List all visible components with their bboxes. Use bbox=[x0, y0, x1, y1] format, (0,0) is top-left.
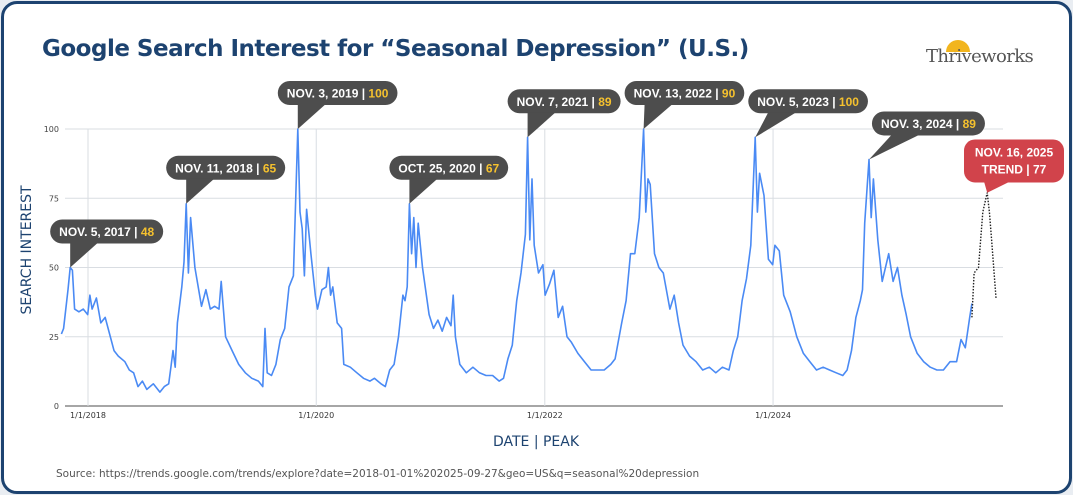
x-tick-label: 1/1/2018 bbox=[70, 411, 106, 420]
callout-box bbox=[50, 219, 164, 244]
callout-peak-value: 89 bbox=[598, 95, 612, 109]
trend-callout-date: NOV. 16, 2025 bbox=[975, 145, 1054, 159]
callout-peak-value: 90 bbox=[722, 87, 736, 101]
callout-text: NOV. 3, 2024 | 89 bbox=[881, 117, 976, 131]
callout-date: NOV. 7, 2021 | bbox=[517, 95, 599, 109]
callout-box bbox=[624, 81, 745, 105]
callout-pointer bbox=[70, 242, 99, 268]
y-tick-label: 50 bbox=[49, 264, 59, 273]
callout-peak-value: 100 bbox=[368, 87, 388, 101]
callout-pointer bbox=[409, 178, 438, 204]
callout-peak-value: 100 bbox=[839, 95, 859, 109]
x-tick-label: 1/1/2024 bbox=[755, 411, 791, 420]
logo-text: Thriveworks bbox=[926, 46, 1034, 67]
peak-callout: NOV. 3, 2019 | 100 bbox=[277, 81, 398, 129]
callout-date: NOV. 11, 2018 | bbox=[175, 161, 263, 175]
peak-callout: NOV. 13, 2022 | 90 bbox=[624, 81, 745, 129]
callout-text: OCT. 25, 2020 | 67 bbox=[398, 161, 499, 175]
peak-callout: NOV. 5, 2017 | 48 bbox=[50, 219, 164, 268]
callout-text: NOV. 11, 2018 | 65 bbox=[175, 161, 276, 175]
y-tick-label: 75 bbox=[49, 194, 59, 203]
callout-pointer bbox=[527, 112, 556, 138]
callout-peak-value: 67 bbox=[486, 161, 500, 175]
peak-callout: NOV. 11, 2018 | 65 bbox=[166, 155, 286, 204]
trend-callout-pointer bbox=[984, 181, 1010, 193]
callout-box bbox=[507, 89, 621, 114]
sun-icon bbox=[946, 40, 970, 52]
y-tick-label: 25 bbox=[49, 333, 59, 342]
y-tick-label: 0 bbox=[54, 402, 59, 411]
x-axis-label: DATE | PEAK bbox=[493, 434, 580, 450]
source-note: Source: https://trends.google.com/trends… bbox=[56, 468, 700, 480]
callout-pointer bbox=[186, 178, 215, 204]
callout-box bbox=[166, 155, 286, 180]
peak-callout: NOV. 3, 2024 | 89 bbox=[869, 111, 985, 160]
callout-peak-value: 65 bbox=[263, 161, 277, 175]
chart-title: Google Search Interest for “Seasonal Dep… bbox=[42, 36, 749, 62]
callout-box bbox=[389, 155, 509, 180]
callout-text: NOV. 7, 2021 | 89 bbox=[517, 95, 612, 109]
callout-box bbox=[871, 111, 985, 136]
callout-pointer bbox=[643, 104, 673, 129]
peak-callout: OCT. 25, 2020 | 67 bbox=[389, 155, 509, 204]
callout-text: NOV. 3, 2019 | 100 bbox=[287, 87, 389, 101]
x-tick-label: 1/1/2022 bbox=[527, 411, 563, 420]
callout-date: NOV. 13, 2022 | bbox=[634, 87, 722, 101]
callout-date: NOV. 5, 2017 | bbox=[59, 225, 141, 239]
callout-peak-value: 48 bbox=[141, 225, 155, 239]
peak-callout: NOV. 5, 2023 | 100 bbox=[748, 89, 868, 138]
x-tick-label: 1/1/2020 bbox=[298, 411, 334, 420]
callout-pointer bbox=[297, 104, 326, 129]
callout-pointer bbox=[755, 112, 797, 138]
callout-text: NOV. 13, 2022 | 90 bbox=[634, 87, 736, 101]
trend-callout-value: TREND | 77 bbox=[982, 162, 1047, 176]
callout-text: NOV. 5, 2017 | 48 bbox=[59, 225, 154, 239]
callout-date: NOV. 3, 2024 | bbox=[881, 117, 963, 131]
trend-line bbox=[971, 192, 997, 318]
callout-box bbox=[748, 89, 868, 114]
y-axis-label: SEARCH INTEREST bbox=[19, 185, 35, 315]
callout-date: NOV. 5, 2023 | bbox=[757, 95, 839, 109]
callout-date: OCT. 25, 2020 | bbox=[398, 161, 485, 175]
trend-callout-box bbox=[964, 139, 1064, 183]
y-tick-label: 100 bbox=[44, 125, 59, 134]
callout-peak-value: 89 bbox=[963, 117, 977, 131]
callout-box bbox=[277, 81, 398, 105]
thriveworks-logo: Thriveworks bbox=[924, 38, 1049, 72]
callout-date: NOV. 3, 2019 | bbox=[287, 87, 369, 101]
callout-pointer bbox=[869, 134, 920, 160]
trend-callout: NOV. 16, 2025 TREND | 77 bbox=[964, 139, 1064, 193]
series-line bbox=[60, 128, 973, 393]
peak-callout: NOV. 7, 2021 | 89 bbox=[507, 89, 621, 138]
callout-text: NOV. 5, 2023 | 100 bbox=[757, 95, 859, 109]
